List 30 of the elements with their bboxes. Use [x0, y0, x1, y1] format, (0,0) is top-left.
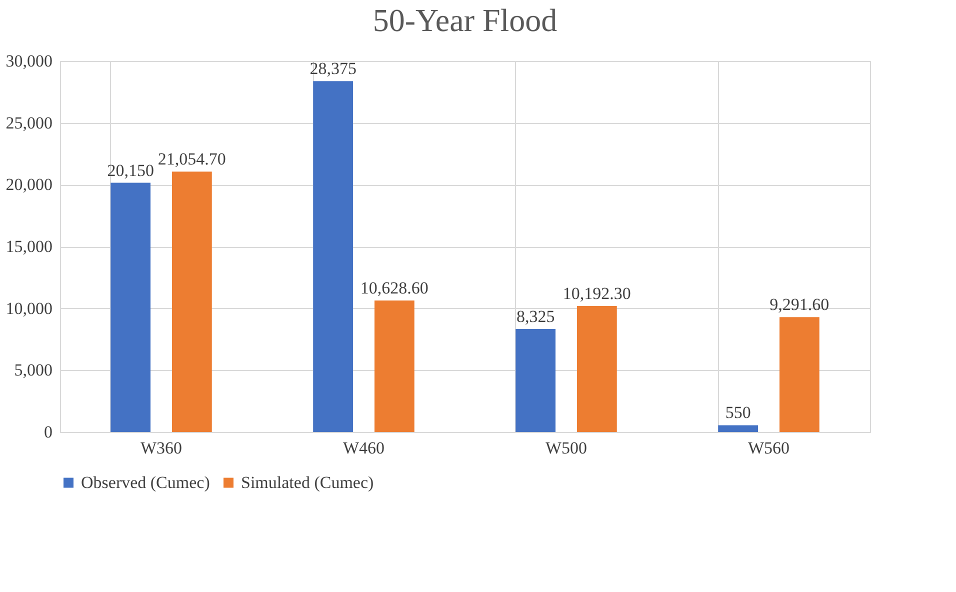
- bar: [110, 182, 151, 432]
- legend-label: Observed (Cumec): [81, 472, 210, 492]
- bar: [718, 425, 758, 432]
- data-label: 20,150: [107, 160, 154, 180]
- y-tick-label: 20,000: [6, 175, 52, 194]
- x-tick-label: W500: [545, 438, 588, 458]
- bar: [313, 81, 354, 432]
- data-label: 28,375: [310, 59, 356, 78]
- x-tick-label: W560: [748, 438, 790, 458]
- data-label: 9,291.60: [770, 295, 830, 314]
- data-label: 8,325: [516, 307, 555, 326]
- y-tick-label: 5,000: [14, 360, 52, 380]
- y-tick-label: 0: [44, 422, 52, 442]
- y-tick-label: 15,000: [6, 237, 52, 256]
- data-label: 10,192.30: [562, 284, 631, 303]
- x-tick-label: W460: [342, 438, 385, 458]
- data-label: 21,054.70: [158, 150, 226, 169]
- legend-label: Simulated (Cumec): [241, 472, 374, 492]
- bar: [374, 300, 414, 432]
- bar: [576, 306, 617, 432]
- bar: [172, 172, 212, 432]
- y-tick-label: 30,000: [6, 52, 52, 70]
- data-label: 10,628.60: [360, 278, 428, 298]
- bar: [516, 329, 556, 432]
- y-tick-label: 25,000: [6, 113, 52, 132]
- bar: [779, 317, 820, 432]
- data-label: 550: [725, 403, 751, 422]
- chart-title: 50-Year Flood: [372, 2, 558, 38]
- y-tick-label: 10,000: [6, 298, 52, 318]
- x-tick-label: W360: [140, 438, 182, 458]
